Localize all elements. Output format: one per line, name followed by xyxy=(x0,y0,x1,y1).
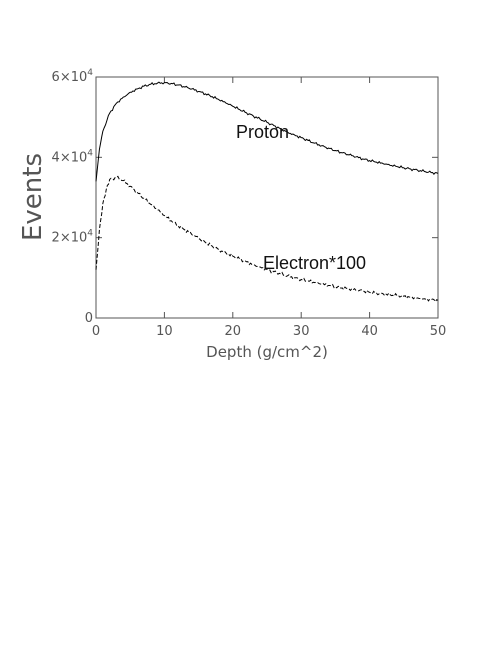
x-tick-label: 10 xyxy=(156,324,173,339)
x-tick-label: 50 xyxy=(430,324,447,339)
y-tick-label: 4×104 xyxy=(52,148,94,165)
x-tick-label: 20 xyxy=(225,324,242,339)
x-tick-label: 30 xyxy=(293,324,310,339)
y-tick-mantissa: 6×10 xyxy=(52,70,88,85)
x-tick-label: 0 xyxy=(92,324,100,339)
series-lines xyxy=(95,81,439,303)
y-tick-exponent: 4 xyxy=(87,148,93,158)
y-tick-exponent: 4 xyxy=(87,68,93,78)
y-tick-mantissa: 4×10 xyxy=(52,150,88,165)
y-tick-exponent: 4 xyxy=(87,229,93,239)
y-tick-label: 6×104 xyxy=(52,68,94,85)
series-line-0 xyxy=(95,81,439,182)
x-axis-ticks: 0 10 20 30 40 50 xyxy=(92,77,446,339)
y-tick-mantissa: 0 xyxy=(85,311,93,326)
y-tick-label: 2×104 xyxy=(52,229,94,246)
series-line-1 xyxy=(95,175,439,303)
y-tick-mantissa: 2×10 xyxy=(52,231,88,246)
y-axis-title: Events xyxy=(18,153,48,241)
x-tick-label: 40 xyxy=(361,324,378,339)
plot-frame xyxy=(95,76,439,319)
x-axis-title: Depth (g/cm^2) xyxy=(206,343,328,361)
y-tick-label: 0 xyxy=(85,311,93,326)
series-label-electron: Electron*100 xyxy=(263,253,366,273)
series-label-proton: Proton xyxy=(236,122,289,142)
